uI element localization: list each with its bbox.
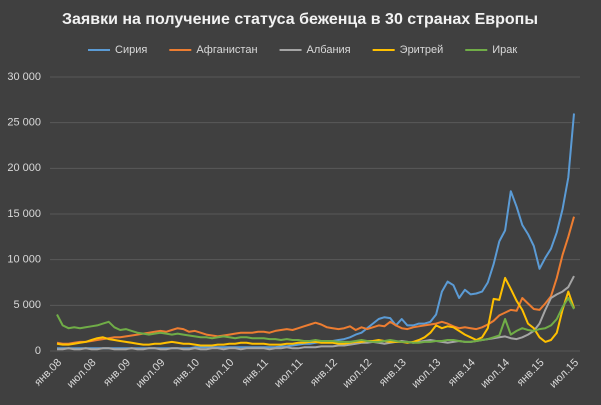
y-tick-label: 5 000: [13, 299, 41, 311]
legend-label: Албания: [307, 44, 351, 56]
series-line: [56, 297, 575, 344]
series-line: [56, 276, 575, 347]
legend-label: Ирак: [492, 44, 517, 56]
y-tick-label: 15 000: [7, 208, 41, 220]
y-tick-label: 30 000: [7, 71, 41, 83]
legend-label: Афганистан: [196, 44, 257, 56]
chart-title: Заявки на получение статуса беженца в 30…: [62, 11, 538, 28]
legend-label: Сирия: [115, 44, 147, 56]
y-tick-label: 10 000: [7, 254, 41, 266]
legend-label: Эритрей: [400, 44, 444, 56]
y-tick-label: 25 000: [7, 117, 41, 129]
y-tick-label: 20 000: [7, 162, 41, 174]
y-tick-label: 0: [35, 345, 41, 357]
